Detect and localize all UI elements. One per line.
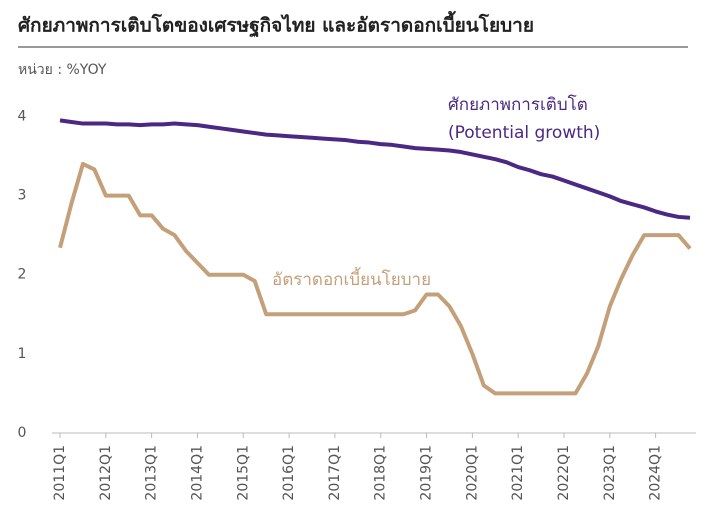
x-tick-label: 2015Q1 [235,445,251,501]
subtitle: หน่วย : %YOY [18,62,107,78]
x-tick-label: 2016Q1 [281,445,297,501]
series-line [58,161,692,396]
series-label: (Potential growth) [448,123,600,143]
series-label: ศักยภาพการเติบโต [448,94,588,115]
x-tick-label: 2019Q1 [419,445,435,501]
x-tick-label: 2013Q1 [144,445,160,501]
chart-title: ศักยภาพการเติบโตของเศรษฐกิจไทย และอัตราด… [18,11,534,39]
y-tick-label: 2 [18,267,27,283]
series-line [59,118,691,220]
x-tick-label: 2022Q1 [556,445,572,501]
y-tick-label: 3 [18,188,27,204]
x-tick-label: 2023Q1 [602,445,618,501]
series-label: อัตราดอกเบี้ยนโยบาย [272,267,431,290]
x-tick-label: 2024Q1 [648,445,664,501]
y-tick-label: 1 [18,346,27,362]
x-tick-label: 2011Q1 [52,445,68,501]
x-tick-label: 2012Q1 [98,445,114,501]
x-tick-label: 2021Q1 [510,445,526,501]
y-tick-label: 4 [18,108,27,124]
y-tick-label: 0 [18,425,27,441]
x-tick-label: 2017Q1 [327,445,343,501]
x-tick-label: 2014Q1 [189,445,205,501]
x-tick-label: 2018Q1 [373,445,389,501]
x-tick-label: 2020Q1 [464,445,480,501]
